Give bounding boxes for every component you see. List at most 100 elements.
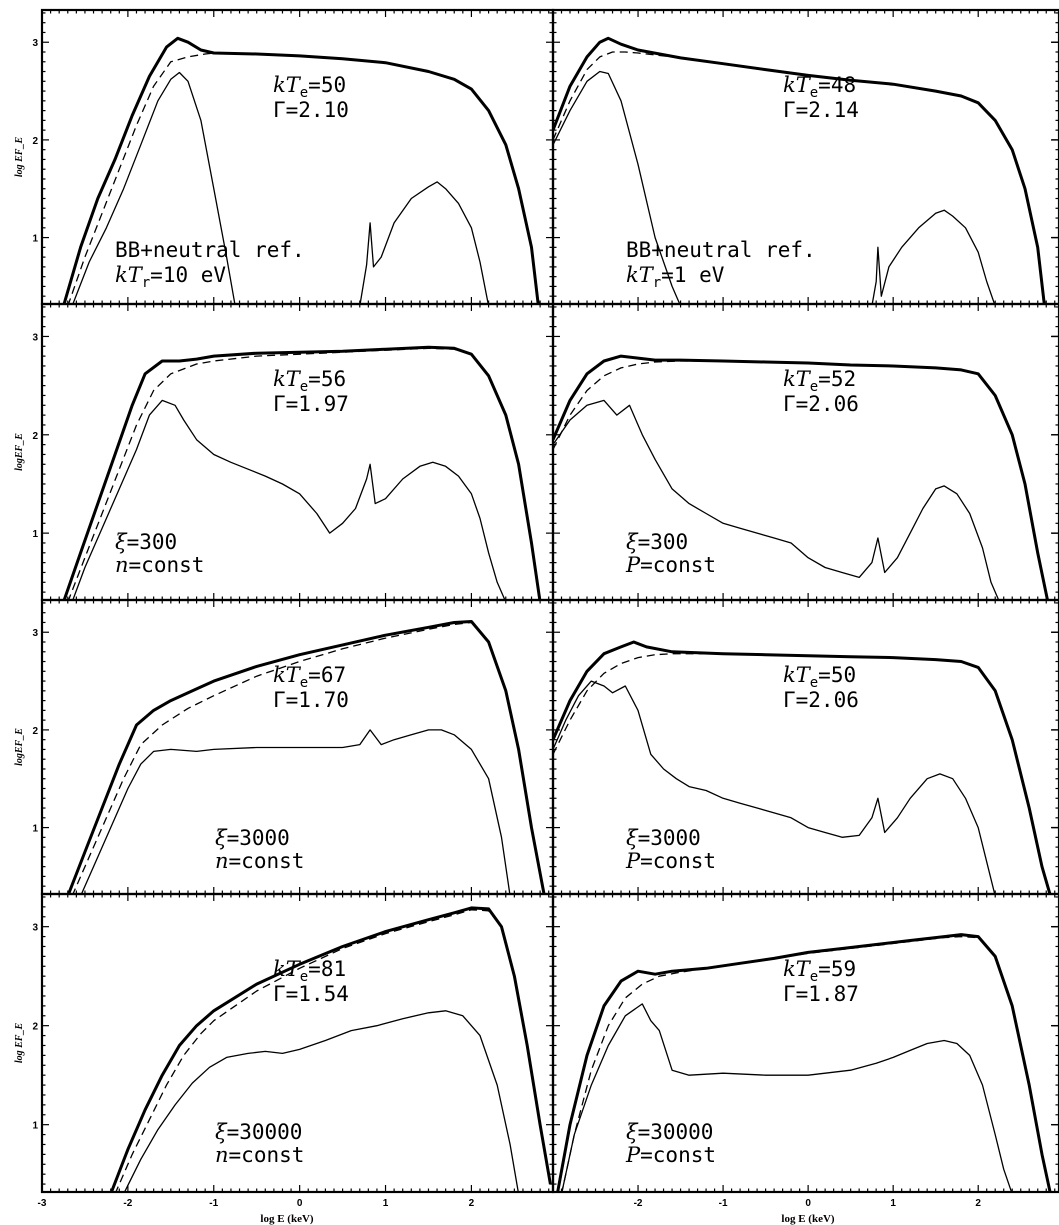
series-group <box>553 354 1050 600</box>
condition-annotation: P=const <box>625 849 716 873</box>
kTe-annotation: kTe=59 <box>783 957 856 985</box>
series-incident <box>553 653 1051 894</box>
y-axis-label: log EF_E <box>14 137 25 178</box>
kTe-annotation: kTe=50 <box>783 663 856 691</box>
condition-annotation: n=const <box>115 553 204 577</box>
kTr-annotation: kTr=10 eV <box>115 263 226 291</box>
y-tick-label: 3 <box>32 628 38 639</box>
series-group <box>553 640 1052 894</box>
y-axis-label: logEF_E <box>14 728 25 766</box>
series-reflected <box>72 71 236 304</box>
y-tick-label: 2 <box>32 431 38 442</box>
series-incident <box>67 347 541 600</box>
kTe-annotation: kTe=48 <box>783 73 856 101</box>
condition-annotation: n=const <box>215 1143 304 1167</box>
model-annotation: BB+neutral ref. <box>115 238 305 262</box>
y-tick-label: 3 <box>32 332 38 343</box>
model-annotation: BB+neutral ref. <box>626 238 816 262</box>
series-incident <box>72 621 545 894</box>
series-total <box>66 620 546 894</box>
y-tick-label: 1 <box>32 1121 38 1132</box>
gamma-annotation: Γ=1.54 <box>273 982 349 1006</box>
y-tick-label: 3 <box>32 923 38 934</box>
xi-annotation: ξ=300 <box>626 530 688 554</box>
condition-annotation: P=const <box>625 1143 716 1167</box>
series-group <box>62 36 540 304</box>
x-tick-label: 0 <box>297 1198 303 1209</box>
y-axis-label: log EF_E <box>14 1023 25 1064</box>
gamma-annotation: Γ=2.14 <box>783 98 859 122</box>
xi-annotation: ξ=30000 <box>215 1120 302 1144</box>
x-tick-label: 1 <box>383 1198 389 1209</box>
panel-r1c2: kTe=48Γ=2.14 BB+neutral ref.kTr=1 eV <box>551 8 1059 306</box>
gamma-annotation: Γ=1.87 <box>783 982 859 1006</box>
series-reflected-hard <box>871 209 996 304</box>
gamma-annotation: Γ=1.97 <box>273 392 349 416</box>
x-tick-label: 0 <box>805 1198 811 1209</box>
panel-r4c1: 1 2 3 log EF_E -3 -2 -1 0 1 2 kTe=81Γ=1.54 ξ=30000n… <box>14 892 555 1209</box>
xi-annotation: ξ=30000 <box>626 1120 713 1144</box>
x-tick-label: 2 <box>975 1198 981 1209</box>
series-reflected <box>553 399 1000 600</box>
series-group <box>556 933 1052 1192</box>
series-group <box>62 345 542 600</box>
condition-annotation: n=const <box>215 849 304 873</box>
kTe-annotation: kTe=56 <box>273 367 346 395</box>
series-incident <box>115 909 552 1192</box>
xi-annotation: ξ=300 <box>115 530 177 554</box>
series-incident <box>553 51 1045 304</box>
x-tick-label: -3 <box>38 1198 47 1209</box>
y-tick-label: 2 <box>32 136 38 147</box>
series-reflected <box>123 1010 519 1192</box>
kTe-annotation: kTe=67 <box>273 663 346 691</box>
x-axis-label-right: log E (keV) <box>781 1213 835 1225</box>
kTe-annotation: kTe=81 <box>273 957 346 985</box>
x-axis-label-left: log E (keV) <box>260 1213 314 1225</box>
series-reflected <box>80 729 511 894</box>
series-group <box>553 36 1046 304</box>
series-total <box>109 906 552 1192</box>
x-tick-label: -2 <box>123 1198 132 1209</box>
y-tick-label: 2 <box>32 1022 38 1033</box>
series-incident <box>561 935 1051 1192</box>
x-tick-label: -1 <box>209 1198 218 1209</box>
y-axis-label: logEF_E <box>14 433 25 471</box>
series-incident <box>67 52 539 304</box>
y-tick-label: 3 <box>32 38 38 49</box>
y-tick-label: 1 <box>32 234 38 245</box>
x-tick-label: -2 <box>634 1198 643 1209</box>
kTe-annotation: kTe=50 <box>273 73 346 101</box>
series-reflected <box>553 70 681 304</box>
panel-frame <box>551 892 1059 1194</box>
panel-r1c1: 1 2 3 log EF_E kTe=50Γ=2.10 BB+neutral ref.kT… <box>14 8 555 306</box>
gamma-annotation: Γ=2.06 <box>783 688 859 712</box>
series-incident <box>553 360 1049 600</box>
series-reflected-hard <box>359 181 489 304</box>
x-tick-label: 2 <box>469 1198 475 1209</box>
gamma-annotation: Γ=2.06 <box>783 392 859 416</box>
kTr-annotation: kTr=1 eV <box>626 263 725 291</box>
series-reflected <box>72 399 506 600</box>
kTe-annotation: kTe=52 <box>783 367 856 395</box>
series-reflected <box>561 1003 1013 1192</box>
y-tick-label: 1 <box>32 529 38 540</box>
series-group <box>109 906 552 1192</box>
gamma-annotation: Γ=2.10 <box>273 98 349 122</box>
series-group <box>66 620 546 894</box>
xi-annotation: ξ=3000 <box>215 826 290 850</box>
y-tick-label: 1 <box>32 824 38 835</box>
x-tick-label: -1 <box>719 1198 728 1209</box>
series-reflected <box>553 680 996 894</box>
y-tick-label: 2 <box>32 726 38 737</box>
xi-annotation: ξ=3000 <box>626 826 701 850</box>
gamma-annotation: Γ=1.70 <box>273 688 349 712</box>
x-tick-label: 1 <box>890 1198 896 1209</box>
condition-annotation: P=const <box>625 553 716 577</box>
